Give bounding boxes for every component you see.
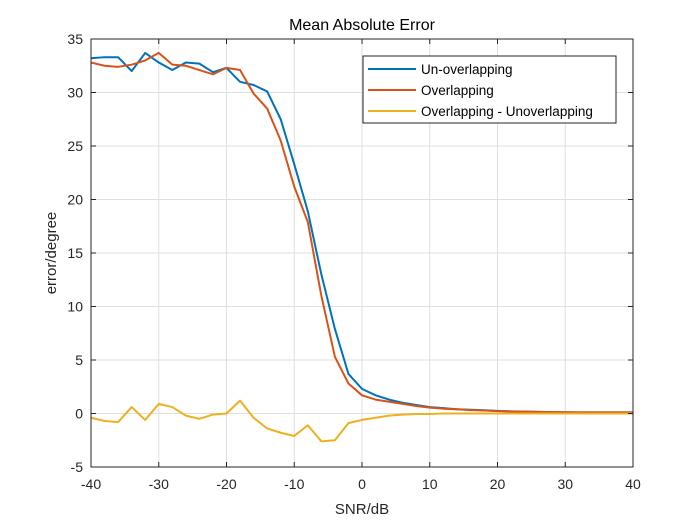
x-tick-label: 0 <box>358 476 366 492</box>
x-axis-label: SNR/dB <box>335 501 389 518</box>
x-tick-label: 40 <box>625 476 641 492</box>
series-overlapping-line <box>90 51 633 414</box>
legend-label-difference: Overlapping - Unoverlapping <box>421 104 593 119</box>
legend-label-overlapping: Overlapping <box>421 83 494 98</box>
y-tick-label: 35 <box>67 31 83 47</box>
ticks <box>90 38 634 468</box>
y-axis-label: error/degree <box>43 212 60 295</box>
x-tick-label: 10 <box>422 476 438 492</box>
y-tick-label: 30 <box>67 85 83 101</box>
y-tick-label: 10 <box>67 299 83 315</box>
series-layer <box>90 51 633 443</box>
y-tick-label: 5 <box>75 352 83 368</box>
x-tick-labels: -40 -30 -20 -10 0 10 20 30 40 <box>81 476 641 492</box>
x-tick-label: -30 <box>149 476 169 492</box>
legend-label-un-overlapping: Un-overlapping <box>421 62 513 77</box>
y-tick-labels: -5 0 5 10 15 20 25 30 35 <box>67 31 83 475</box>
x-tick-label: 20 <box>490 476 506 492</box>
y-tick-label: 25 <box>67 138 83 154</box>
x-tick-label: -10 <box>284 476 304 492</box>
y-tick-label: 20 <box>67 192 83 208</box>
y-tick-label: 0 <box>75 406 83 422</box>
x-tick-label: 30 <box>557 476 573 492</box>
legend: Un-overlapping Overlapping Overlapping -… <box>362 55 617 124</box>
x-tick-label: -20 <box>216 476 236 492</box>
y-tick-label: 15 <box>67 245 83 261</box>
series-difference-line <box>90 399 633 443</box>
y-tick-label: -5 <box>71 459 84 475</box>
chart-title: Mean Absolute Error <box>289 17 436 34</box>
x-tick-label: -40 <box>81 476 101 492</box>
